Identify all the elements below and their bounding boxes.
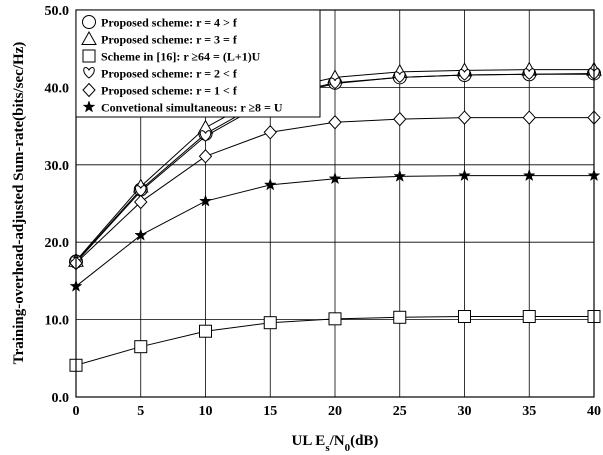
data-point-square bbox=[199, 324, 212, 338]
tick-labels: 0 5 10 15 20 25 30 35 40 0.0 10.0 20.0 30.0 40.0 50.0 bbox=[45, 4, 602, 419]
legend-entry: Scheme in [16]: r ≥64 = (L+1)U bbox=[82, 49, 261, 64]
x-tick-label: 40 bbox=[587, 404, 601, 419]
legend-marker-square bbox=[82, 49, 96, 63]
y-tick-label: 50.0 bbox=[45, 4, 70, 19]
data-point-heart bbox=[329, 77, 341, 90]
legend-label: Proposed scheme: r = 4 > f bbox=[101, 16, 238, 30]
x-tick-label: 25 bbox=[393, 404, 407, 419]
data-point-heart bbox=[394, 71, 406, 83]
legend-label: Convetional simultaneous: r ≥8 = U bbox=[101, 101, 283, 115]
legend-label: Proposed scheme: r = 3 = f bbox=[101, 33, 238, 47]
y-tick-label: 0.0 bbox=[52, 391, 70, 406]
legend-box bbox=[75, 9, 321, 118]
series-star bbox=[69, 168, 601, 292]
data-point-diamond bbox=[457, 110, 472, 125]
plot-frame bbox=[75, 9, 595, 398]
x-tick-label: 15 bbox=[263, 404, 277, 419]
x-tick-label: 0 bbox=[73, 404, 80, 419]
data-point-star bbox=[263, 178, 277, 191]
legend-entry: Proposed scheme: r = 2 < f bbox=[83, 67, 238, 81]
x-tick-label: 10 bbox=[199, 404, 213, 419]
data-point-star bbox=[328, 171, 342, 185]
data-point-diamond bbox=[328, 114, 342, 130]
legend-label: Proposed scheme: r = 2 < f bbox=[101, 67, 238, 81]
data-point-heart bbox=[523, 68, 535, 80]
y-tick-label: 20.0 bbox=[45, 236, 70, 251]
data-point-square bbox=[458, 310, 471, 324]
legend: Proposed scheme: r = 4 > f Proposed schem… bbox=[75, 9, 321, 118]
series-diamond bbox=[69, 110, 601, 271]
legend-entry: Proposed scheme: r = 4 > f bbox=[82, 15, 238, 30]
y-tick-label: 10.0 bbox=[45, 314, 70, 329]
series-square bbox=[69, 310, 601, 372]
data-point-star bbox=[522, 168, 536, 182]
legend-label: Proposed scheme: r = 1 < f bbox=[101, 84, 238, 98]
data-point-square bbox=[328, 312, 342, 326]
y-tick-label: 30.0 bbox=[45, 159, 70, 174]
data-point-diamond bbox=[263, 125, 277, 140]
data-point-star bbox=[199, 194, 212, 207]
x-tick-label: 5 bbox=[137, 404, 144, 419]
legend-label: Scheme in [16]: r ≥64 = (L+1)U bbox=[101, 50, 261, 64]
y-tick-label: 40.0 bbox=[45, 81, 70, 96]
legend-marker-triangle bbox=[81, 30, 97, 45]
data-point-star bbox=[134, 228, 148, 241]
data-point-heart bbox=[458, 69, 471, 81]
x-tick-label: 35 bbox=[522, 404, 536, 419]
legend-marker-diamond bbox=[82, 82, 96, 98]
data-point-star bbox=[458, 168, 471, 182]
y-axis-title: Training-overhead-adjusted Sum-rate(bits… bbox=[11, 42, 27, 365]
data-point-square bbox=[134, 340, 148, 354]
data-point-diamond bbox=[134, 194, 148, 210]
data-point-diamond bbox=[198, 149, 213, 164]
x-tick-label: 30 bbox=[458, 404, 472, 419]
data-point-star bbox=[393, 169, 407, 182]
x-axis-title: UL Es/N0(dB) bbox=[292, 433, 379, 454]
data-point-diamond bbox=[393, 111, 407, 127]
legend-entry: Proposed scheme: r = 3 = f bbox=[81, 30, 238, 47]
data-point-square bbox=[522, 310, 536, 324]
data-point-diamond bbox=[522, 110, 536, 125]
legend-marker-star bbox=[82, 100, 96, 113]
data-point-square bbox=[263, 316, 277, 330]
data-point-heart bbox=[135, 185, 147, 197]
legend-entry: Proposed scheme: r = 1 < f bbox=[82, 82, 238, 98]
data-point-heart bbox=[199, 130, 212, 142]
x-tick-label: 20 bbox=[328, 404, 342, 419]
legend-marker-heart bbox=[83, 67, 95, 79]
legend-entry: Convetional simultaneous: r ≥8 = U bbox=[82, 100, 283, 115]
legend-marker-circle bbox=[82, 15, 96, 29]
data-point-square bbox=[393, 310, 407, 324]
